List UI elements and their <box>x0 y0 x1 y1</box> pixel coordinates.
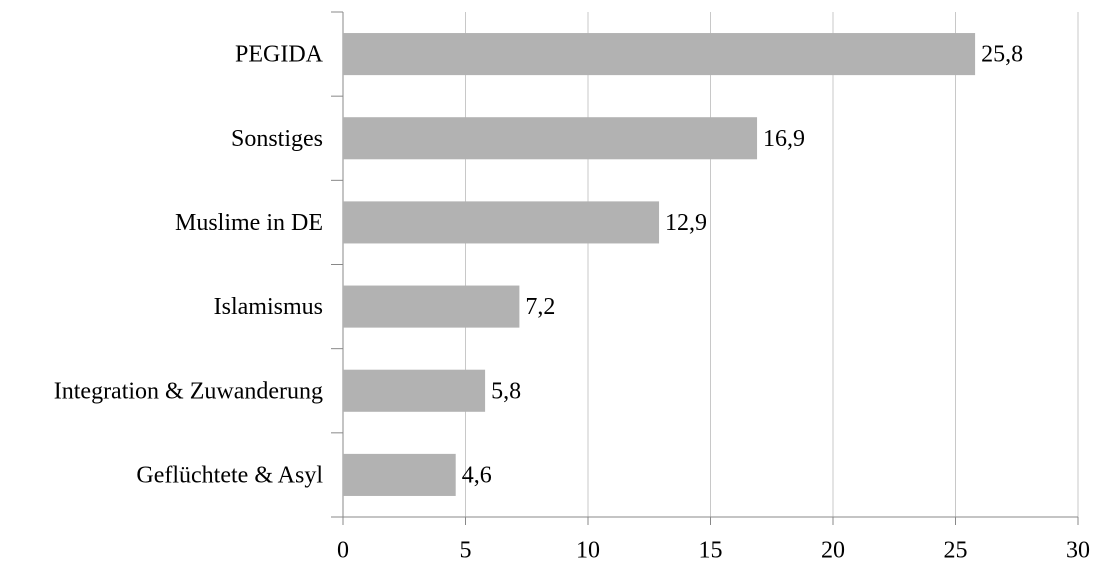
bar <box>343 33 976 76</box>
y-tick-label: Muslime in DE <box>175 210 323 236</box>
y-tick-label: Geflüchtete & Asyl <box>136 462 323 488</box>
data-label: 7,2 <box>525 294 555 320</box>
y-tick-label: PEGIDA <box>235 42 324 68</box>
y-tick-label: Integration & Zuwanderung <box>54 378 323 404</box>
y-tick-label: Islamismus <box>214 294 323 320</box>
bar <box>343 117 758 160</box>
data-label: 25,8 <box>981 42 1023 68</box>
x-tick-label: 25 <box>944 538 968 564</box>
x-tick-label: 0 <box>337 538 349 564</box>
x-tick-label: 5 <box>460 538 472 564</box>
bar <box>343 369 486 412</box>
y-tick-label: Sonstiges <box>231 126 323 152</box>
x-tick-label: 30 <box>1066 538 1090 564</box>
data-label: 5,8 <box>491 378 521 404</box>
data-label: 4,6 <box>462 462 492 488</box>
x-tick-label: 10 <box>576 538 600 564</box>
x-tick-label: 20 <box>821 538 845 564</box>
x-tick-label: 15 <box>699 538 723 564</box>
bar <box>343 201 660 244</box>
bar <box>343 453 456 496</box>
data-label: 12,9 <box>665 210 707 236</box>
bar <box>343 285 520 328</box>
data-label: 16,9 <box>763 126 805 152</box>
